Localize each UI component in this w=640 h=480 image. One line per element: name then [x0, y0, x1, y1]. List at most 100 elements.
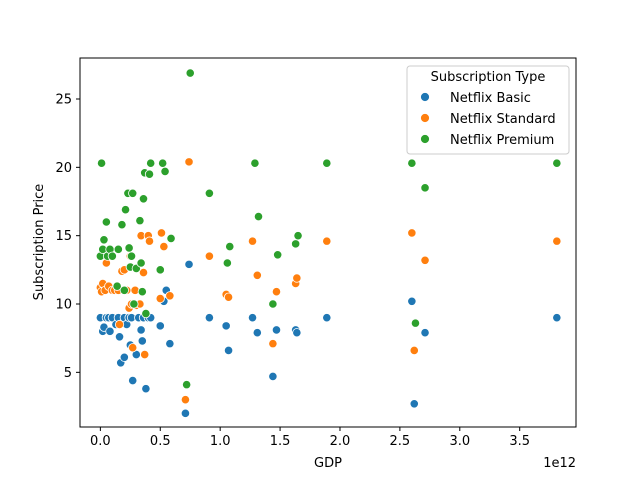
scatter-point-netflix-premium — [204, 188, 214, 198]
scatter-point-netflix-standard — [114, 319, 125, 330]
scatter-point-netflix-standard — [552, 236, 562, 246]
scatter-point-netflix-premium — [128, 188, 138, 198]
scatter-point-netflix-basic — [204, 313, 214, 323]
scatter-point-netflix-standard — [138, 267, 149, 278]
scatter-point-netflix-basic — [128, 375, 138, 386]
scatter-point-netflix-premium — [155, 265, 165, 275]
scatter-point-netflix-premium — [250, 158, 260, 168]
scatter-point-netflix-premium — [322, 158, 332, 168]
legend-label: Netflix Basic — [450, 91, 531, 106]
scatter-point-netflix-premium — [117, 220, 127, 230]
scatter-point-netflix-premium — [182, 380, 192, 390]
scatter-point-netflix-premium — [112, 281, 122, 291]
scatter-point-netflix-premium — [166, 233, 176, 243]
scatter-point-netflix-basic — [223, 345, 234, 356]
scatter-point-netflix-standard — [204, 251, 214, 261]
axes — [79, 57, 577, 428]
scatter-point-netflix-standard — [155, 293, 165, 304]
scatter-point-netflix-premium — [268, 299, 278, 309]
scatter-point-netflix-premium — [253, 211, 264, 222]
scatter-point-netflix-premium — [146, 158, 156, 168]
scatter-point-netflix-basic — [165, 339, 175, 349]
scatter-point-netflix-standard — [184, 157, 194, 167]
scatter-point-netflix-premium — [96, 158, 107, 168]
x-tick-label: 1.5 — [270, 434, 291, 449]
scatter-point-netflix-premium — [185, 68, 195, 78]
scatter-point-netflix-basic — [180, 408, 191, 418]
scatter-point-netflix-premium — [144, 169, 155, 179]
scatter-point-netflix-basic — [155, 321, 165, 331]
scatter-point-netflix-standard — [165, 291, 175, 301]
scatter-point-netflix-premium — [407, 158, 417, 168]
scatter-point-netflix-basic — [119, 352, 129, 362]
x-axis-label: GDP — [314, 456, 342, 471]
y-axis-label: Subscription Price — [32, 184, 47, 301]
scatter-point-netflix-premium — [119, 285, 129, 295]
scatter-point-netflix-premium — [273, 250, 283, 260]
scatter-point-netflix-standard — [322, 236, 332, 246]
x-tick-label: 0.5 — [150, 434, 171, 449]
x-ticks: 0.0 0.5 1.0 1.5 2.0 2.5 3.0 3.5 — [90, 427, 530, 449]
scatter-point-netflix-premium — [113, 244, 123, 254]
scatter-point-netflix-premium — [129, 299, 139, 309]
scatter-point-netflix-standard — [156, 228, 167, 238]
scatter-point-netflix-basic — [409, 399, 419, 409]
scatter-point-netflix-basic — [141, 384, 151, 394]
scatter-point-netflix-basic — [252, 328, 262, 338]
scatter-point-netflix-basic — [247, 313, 258, 323]
x-axis-offset-label: 1e12 — [543, 456, 576, 471]
scatter-point-netflix-standard — [223, 292, 234, 302]
scatter-point-netflix-standard — [268, 339, 278, 349]
scatter-point-netflix-basic — [322, 313, 332, 323]
scatter-point-netflix-standard — [252, 270, 262, 280]
scatter-point-netflix-basic — [136, 325, 146, 335]
scatter-point-netflix-standard — [128, 343, 138, 353]
scatter-point-netflix-premium — [137, 287, 147, 297]
scatter-point-netflix-standard — [271, 287, 282, 297]
legend-marker — [420, 92, 430, 102]
legend-marker — [420, 134, 430, 144]
x-tick-label: 3.5 — [509, 434, 530, 449]
scatter-point-netflix-basic — [552, 313, 562, 323]
scatter-point-netflix-premium — [99, 235, 109, 245]
legend-box — [406, 65, 570, 155]
scatter-point-netflix-basic — [292, 328, 302, 338]
x-tick-label: 0.0 — [90, 434, 111, 449]
scatter-point-netflix-basic — [407, 296, 417, 306]
legend-label: Netflix Standard — [450, 112, 556, 127]
legend: Subscription Type Netflix Basic Netflix S… — [406, 65, 570, 155]
scatter-point-netflix-standard — [159, 242, 169, 252]
scatter-point-netflix-standard — [407, 228, 417, 238]
scatter-point-netflix-premium — [138, 194, 149, 204]
scatter-point-netflix-basic — [268, 371, 278, 382]
scatter-point-netflix-premium — [126, 251, 137, 261]
scatter-point-netflix-basic — [105, 326, 115, 336]
scatter-points — [95, 68, 562, 418]
scatter-point-netflix-premium — [552, 158, 562, 168]
legend-label: Netflix Premium — [450, 133, 554, 148]
scatter-point-netflix-premium — [101, 217, 111, 227]
legend-items: Netflix Basic Netflix Standard Netflix Pre… — [420, 91, 556, 148]
y-tick-label: 10 — [55, 298, 72, 313]
legend-marker — [420, 113, 430, 123]
x-tick-label: 3.0 — [449, 434, 470, 449]
scatter-point-netflix-premium — [120, 205, 131, 215]
scatter-point-netflix-standard — [140, 349, 150, 360]
scatter-point-netflix-standard — [247, 236, 258, 246]
scatter-point-netflix-premium — [225, 242, 235, 252]
scatter-point-netflix-basic — [137, 336, 147, 346]
scatter-point-netflix-standard — [144, 236, 155, 246]
y-tick-label: 5 — [64, 366, 72, 381]
scatter-point-netflix-premium — [158, 158, 168, 168]
scatter-point-netflix-premium — [135, 216, 145, 226]
scatter-point-netflix-basic — [420, 328, 430, 338]
scatter-point-netflix-premium — [141, 308, 151, 319]
scatter-point-netflix-premium — [291, 239, 301, 249]
scatter-point-netflix-basic — [271, 325, 282, 335]
y-tick-label: 15 — [55, 229, 72, 244]
plot-frame — [79, 57, 577, 428]
scatter-point-netflix-premium — [420, 183, 430, 193]
scatter-point-netflix-standard — [292, 273, 302, 283]
scatter-point-netflix-basic — [221, 321, 231, 331]
